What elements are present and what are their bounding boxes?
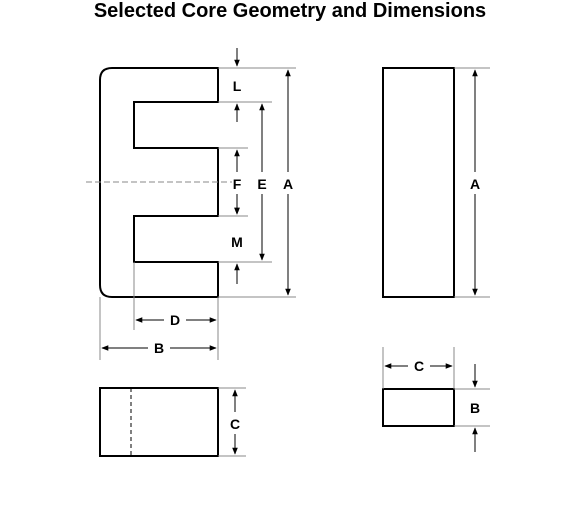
label-f: F (233, 176, 242, 192)
dimension-b-front: B (101, 340, 217, 356)
end-extension-lines (382, 347, 490, 427)
dimension-b-top: B (470, 364, 480, 452)
e-core-outline (99, 67, 219, 298)
side-extension-lines (454, 67, 490, 298)
bottom-extension-lines (218, 387, 246, 457)
dimension-c-top: C (384, 358, 453, 374)
dimension-l: L (233, 48, 242, 122)
core-side-view (382, 67, 455, 298)
label-l: L (233, 78, 242, 94)
dimension-m: M (231, 196, 243, 284)
label-e: E (257, 176, 266, 192)
dimension-d: D (135, 312, 217, 328)
dimension-a-side: A (470, 69, 480, 296)
label-b-front: B (154, 340, 164, 356)
core-end-view (382, 388, 455, 427)
dimension-e: E (257, 103, 267, 261)
dimension-c-side: C (230, 389, 240, 455)
label-a-front: A (283, 176, 293, 192)
label-c-top: C (414, 358, 424, 374)
dimension-a-front: A (283, 69, 293, 296)
label-d: D (170, 312, 180, 328)
e-core-extension-lines (99, 67, 296, 360)
label-a-side: A (470, 176, 480, 192)
label-b-top: B (470, 400, 480, 416)
diagram-title: Selected Core Geometry and Dimensions (93, 0, 487, 22)
core-bottom-view (99, 387, 219, 457)
label-m: M (231, 234, 243, 250)
label-c-side: C (230, 416, 240, 432)
